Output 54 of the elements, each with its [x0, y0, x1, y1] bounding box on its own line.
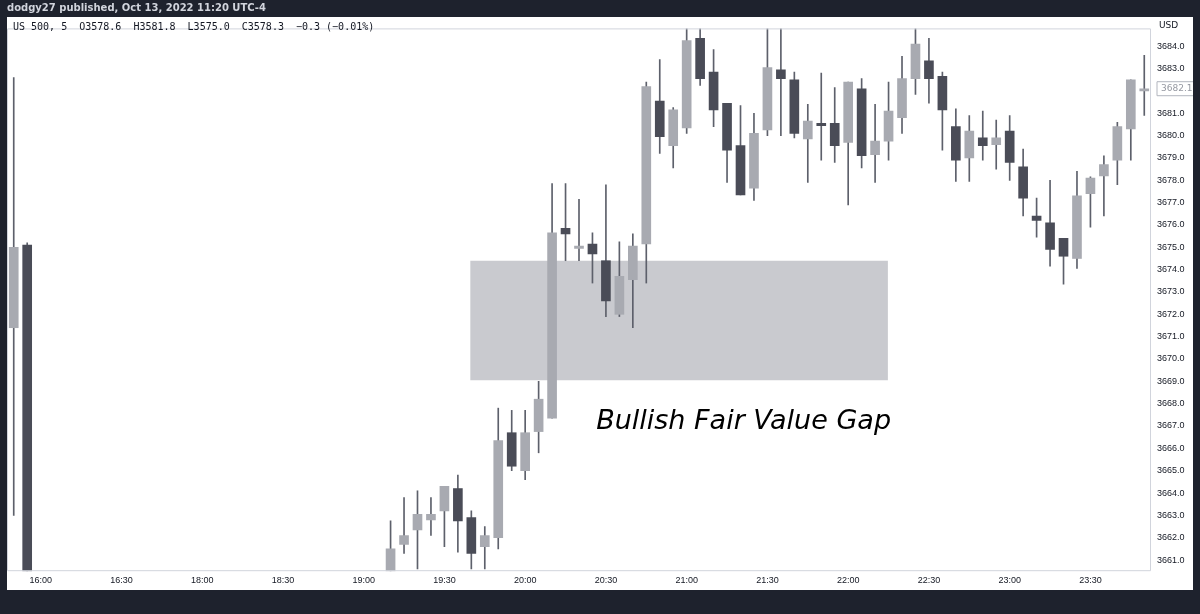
x-tick-label: 20:00 [513, 575, 537, 586]
candlestick [870, 104, 880, 183]
x-tick-label: 20:30 [594, 575, 618, 586]
x-tick-label: 18:00 [190, 575, 214, 586]
y-tick-label: 3681.0 [1157, 107, 1185, 118]
x-tick-label: 16:00 [29, 575, 52, 586]
x-tick-label: 23:30 [1079, 575, 1102, 586]
y-tick-label: 3664.0 [1157, 487, 1185, 498]
y-tick-label: 3670.0 [1157, 353, 1185, 364]
y-tick-label: 3676.0 [1157, 219, 1185, 230]
band-label: Bullish Fair Value Gap [596, 403, 892, 435]
y-tick-label: 3667.0 [1157, 420, 1185, 431]
y-axis-title: USD [1159, 19, 1179, 30]
x-tick-label: 22:00 [836, 575, 860, 586]
x-tick-label: 22:30 [917, 575, 941, 586]
candlestick [399, 497, 409, 554]
y-tick-label: 3680.0 [1157, 130, 1185, 141]
y-tick-label: 3666.0 [1157, 442, 1185, 453]
x-tick-label: 21:30 [756, 575, 779, 586]
candlestick [1139, 54, 1150, 116]
y-tick-label: 3668.0 [1157, 398, 1185, 409]
y-tick-label: 3678.0 [1157, 174, 1185, 185]
candlestick [426, 497, 436, 536]
x-tick-label: 16:30 [110, 575, 133, 586]
x-tick-label: 19:00 [352, 575, 375, 586]
candlestick [991, 119, 1002, 170]
y-tick-label: 3683.0 [1157, 63, 1185, 74]
y-tick-label: 3673.0 [1157, 286, 1185, 297]
chart-subtitle: US 500, 5 O3578.6 H3581.8 L3575.0 C3578.3 −0.3 (−0.01%) [13, 21, 375, 32]
chart-title: dodgy27 published, Oct 13, 2022 11:20 UTC-4 [7, 2, 266, 13]
x-tick-label: 21:00 [675, 575, 698, 586]
x-tick-label: 19:30 [433, 575, 456, 586]
y-tick-label: 3671.0 [1157, 331, 1185, 342]
candlestick [802, 104, 813, 183]
y-tick-label: 3662.0 [1157, 532, 1185, 543]
x-tick-label: 18:30 [271, 575, 295, 586]
y-tick-label: 3675.0 [1157, 241, 1185, 252]
y-tick-label: 3679.0 [1157, 152, 1185, 163]
y-tick-label: 3663.0 [1157, 509, 1185, 520]
y-tick-label: 3672.0 [1157, 308, 1185, 319]
y-tick-label: 3669.0 [1157, 375, 1185, 386]
candlestick [574, 198, 584, 262]
candlestick [8, 77, 19, 516]
y-tick-label: 3665.0 [1157, 465, 1185, 476]
candlestick [776, 28, 786, 136]
y-tick-label: 3677.0 [1157, 197, 1185, 208]
candlestick [977, 110, 988, 161]
text: 3682.1 [1161, 83, 1193, 94]
y-tick-label: 3674.0 [1157, 264, 1185, 275]
x-tick-label: 23:00 [998, 575, 1021, 586]
candlestick [816, 72, 827, 161]
candlestick [1099, 155, 1109, 217]
y-tick-label: 3684.0 [1157, 40, 1185, 51]
y-tick-label: 3661.0 [1157, 554, 1185, 565]
